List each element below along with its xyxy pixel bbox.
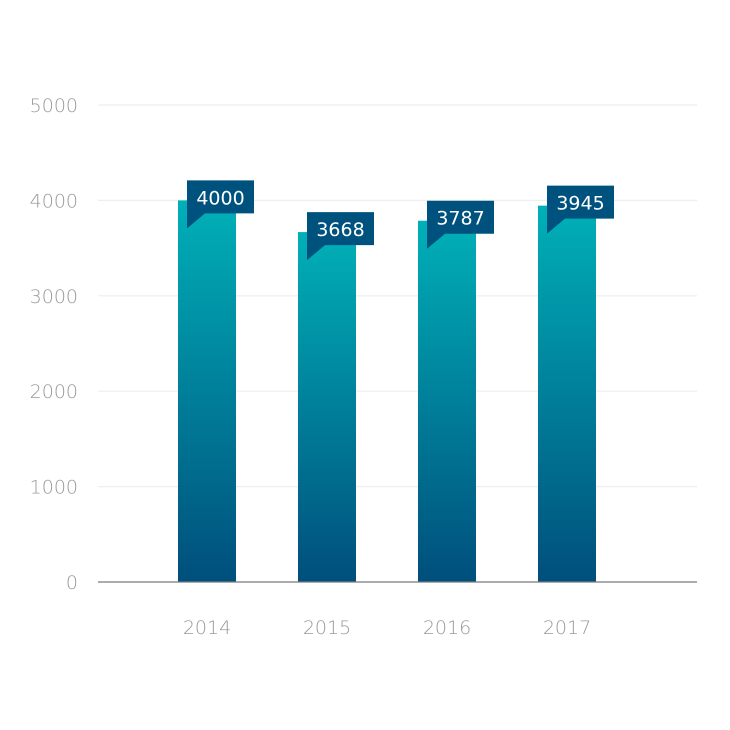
y-tick-label: 4000 <box>30 190 78 212</box>
y-tick-label: 0 <box>66 572 78 594</box>
data-label-background <box>187 180 254 229</box>
bar <box>178 200 236 582</box>
data-label: 3787 <box>427 200 494 249</box>
x-axis-tick-labels: 2014 2015 2016 2017 <box>183 617 591 639</box>
x-tick-label: 2015 <box>303 617 351 639</box>
data-label: 4000 <box>187 180 254 229</box>
data-label-background <box>547 185 614 234</box>
y-tick-label: 5000 <box>30 95 78 117</box>
data-label-text: 3945 <box>556 193 604 215</box>
data-label: 3945 <box>547 185 614 234</box>
bar <box>538 205 596 582</box>
bar <box>418 220 476 582</box>
x-tick-label: 2017 <box>543 617 591 639</box>
data-label-text: 3787 <box>436 208 484 230</box>
data-label-background <box>307 212 374 261</box>
data-label-text: 3668 <box>316 219 364 241</box>
x-tick-label: 2016 <box>423 617 471 639</box>
x-tick-label: 2014 <box>183 617 231 639</box>
y-tick-label: 2000 <box>30 381 78 403</box>
data-label-text: 4000 <box>196 187 244 209</box>
bar <box>298 232 356 582</box>
bars <box>178 200 596 582</box>
y-tick-label: 3000 <box>30 286 78 308</box>
data-labels: 4000 3668 3787 3945 <box>187 180 614 261</box>
data-label: 3668 <box>307 212 374 261</box>
y-tick-label: 1000 <box>30 477 78 499</box>
y-axis-tick-labels: 0 1000 2000 3000 4000 5000 <box>30 95 78 594</box>
data-label-background <box>427 200 494 249</box>
